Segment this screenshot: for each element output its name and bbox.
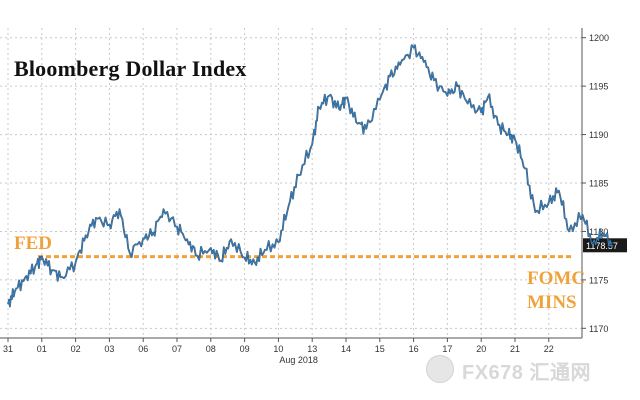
watermark-logo-icon [426,355,454,383]
plot-area [7,44,614,308]
y-tick-label: 1185 [589,179,608,189]
x-tick-label: 10 [273,344,283,354]
y-tick-label: 1170 [589,324,608,334]
watermark: FX678 汇通网 [462,362,591,384]
y-tick-label: 1175 [589,275,608,285]
x-tick-label: 02 [71,344,81,354]
x-axis-sublabel: Aug 2018 [279,355,318,365]
y-tick-label: 1200 [589,33,609,43]
x-tick-label: 08 [206,344,216,354]
y-tick-label: 1180 [589,227,608,237]
x-tick-label: 01 [37,344,47,354]
y-tick-label: 1195 [589,82,608,92]
x-axis: 31 01 02 03 06 07 08 09 10 13 14 15 16 17 20 21 22 Aug 20… [0,337,582,365]
y-tick-label: 1190 [589,130,608,140]
x-tick-label: 03 [104,344,114,354]
x-tick-label: 06 [138,344,148,354]
x-tick-label: 07 [172,344,182,354]
x-tick-label: 17 [442,344,452,354]
x-tick-label: 13 [307,344,317,354]
series-shadow [7,44,614,308]
annotation-mins: MINS [527,292,577,313]
x-tick-label: 22 [544,344,554,354]
x-tick-label: 16 [409,344,419,354]
series-line [7,44,614,308]
x-tick-label: 09 [240,344,250,354]
y-axis: 1170 1175 1180 1185 1190 1195 1200 1178.57 [581,28,627,338]
x-tick-label: 14 [341,344,351,354]
annotation-fed: FED [14,233,52,254]
chart-title: Bloomberg Dollar Index [14,56,247,81]
x-tick-label: 31 [3,344,13,354]
x-tick-label: 20 [476,344,486,354]
x-tick-label: 21 [510,344,520,354]
grid-lines [0,28,582,338]
last-value-label: 1178.57 [586,241,618,251]
x-tick-label: 15 [375,344,385,354]
annotation-fomc: FOMC [527,268,586,289]
